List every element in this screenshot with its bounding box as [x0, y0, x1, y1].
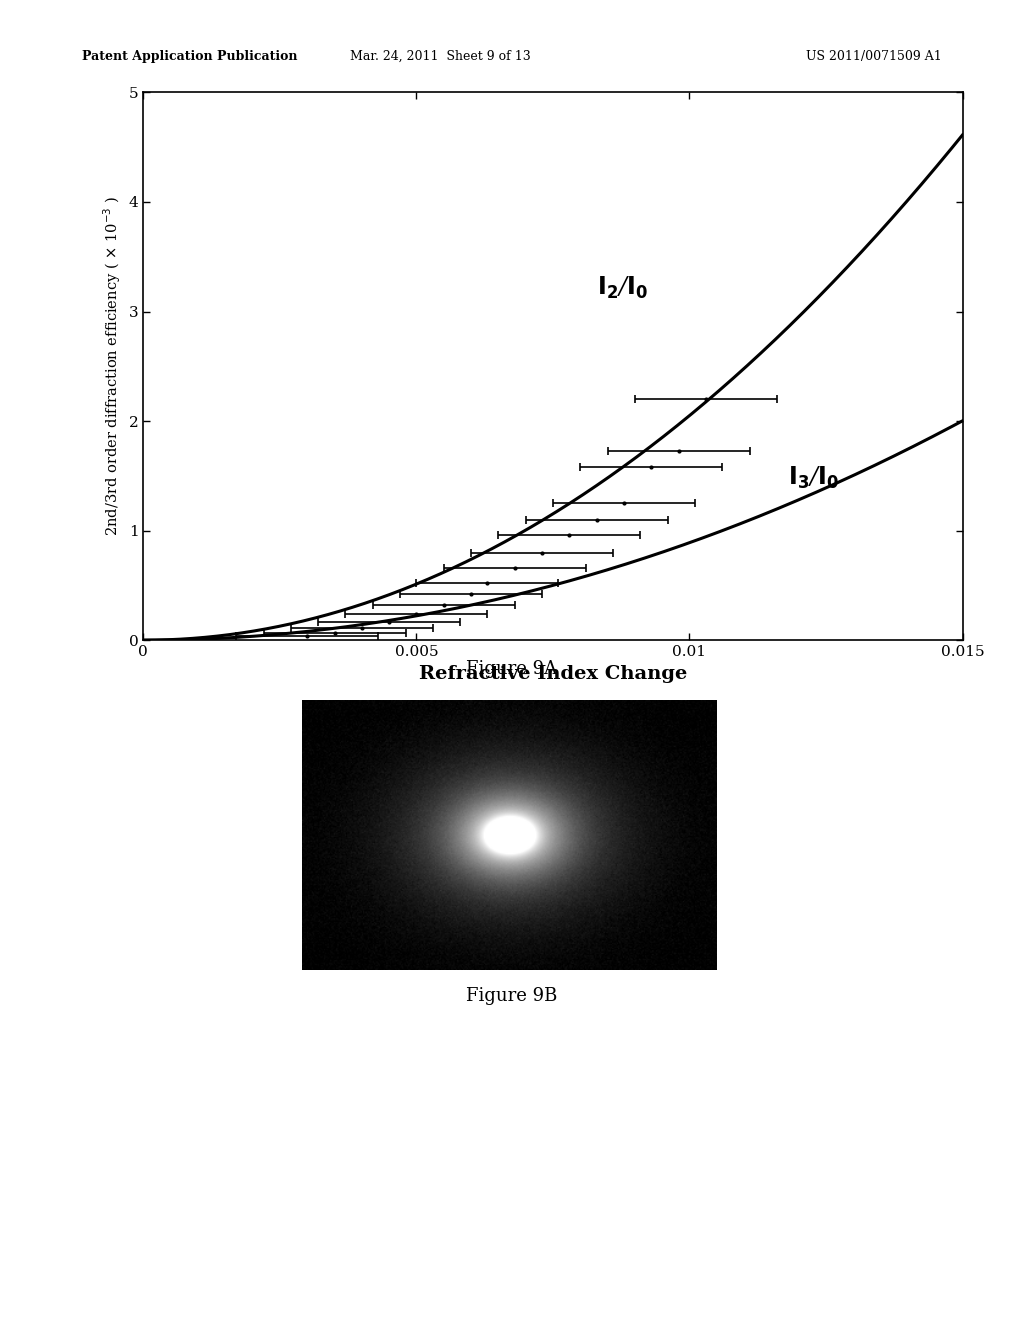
Text: Patent Application Publication: Patent Application Publication: [82, 50, 297, 63]
Text: Mar. 24, 2011  Sheet 9 of 13: Mar. 24, 2011 Sheet 9 of 13: [350, 50, 530, 63]
Text: $\bf{I_3}$/$\bf{I_0}$: $\bf{I_3}$/$\bf{I_0}$: [787, 465, 839, 491]
Text: $\bf{I_2}$/$\bf{I_0}$: $\bf{I_2}$/$\bf{I_0}$: [597, 275, 647, 301]
Text: Figure 9B: Figure 9B: [466, 987, 558, 1006]
X-axis label: Refractive Index Change: Refractive Index Change: [419, 664, 687, 682]
Y-axis label: 2nd/3rd order diffraction efficiency ( $\times$ 10$^{-3}$ ): 2nd/3rd order diffraction efficiency ( $…: [101, 197, 123, 536]
Text: Figure 9A: Figure 9A: [467, 660, 557, 678]
Text: US 2011/0071509 A1: US 2011/0071509 A1: [806, 50, 942, 63]
